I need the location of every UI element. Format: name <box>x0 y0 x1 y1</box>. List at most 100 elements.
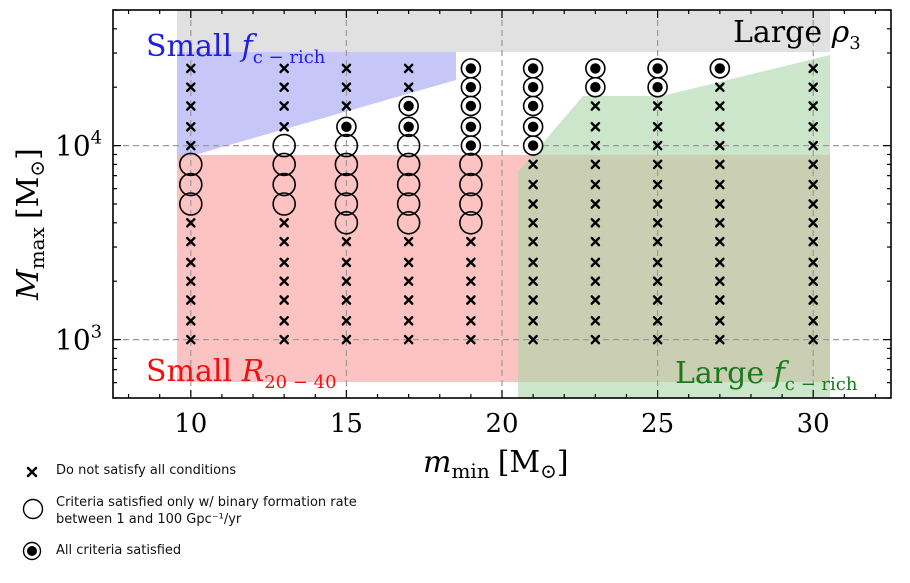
data-point-filled-circle <box>398 116 419 138</box>
data-point-cross <box>528 257 538 268</box>
data-point-cross <box>715 179 725 190</box>
data-point-cross <box>715 276 725 286</box>
data-point-dot <box>465 121 477 132</box>
data-point-cross <box>186 257 196 268</box>
shaded-regions <box>177 10 830 398</box>
data-point-cross <box>279 122 289 132</box>
legend-label-filled: All criteria satisfied <box>56 543 182 558</box>
data-point-cross <box>279 101 289 111</box>
data-point-cross <box>808 122 818 132</box>
data-point-cross <box>341 334 352 345</box>
ticks <box>113 9 891 399</box>
data-point-open-circle <box>396 211 421 235</box>
data-point-filled-circle <box>647 58 668 79</box>
data-point-dot <box>652 63 663 74</box>
data-point-filled-circle <box>398 95 419 117</box>
data-point-cross <box>528 295 538 305</box>
data-point-filled-circle <box>460 76 482 98</box>
data-point-cross <box>590 218 601 228</box>
data-point-dot <box>527 140 539 151</box>
data-point-filled-circle <box>585 76 606 98</box>
data-point-dot <box>403 100 414 112</box>
data-point-open-circle <box>334 133 359 158</box>
x-axis-label: mmin [M⊙] <box>423 445 569 483</box>
data-point-open-circle <box>459 211 483 235</box>
data-point-cross <box>715 218 725 228</box>
data-point-cross <box>186 101 196 111</box>
data-point-cross <box>652 276 663 286</box>
data-point-cross <box>715 101 725 111</box>
data-point-cross <box>715 159 725 170</box>
data-point-open-circle <box>272 192 296 216</box>
data-point-cross <box>808 101 818 111</box>
data-point-cross <box>808 82 818 93</box>
data-point-cross <box>590 334 601 345</box>
data-point-cross <box>715 295 725 305</box>
data-point-open-circle <box>459 172 483 197</box>
data-point-cross <box>715 236 725 247</box>
data-point-filled-circle <box>709 58 731 79</box>
y-tick-label: 103 <box>55 322 102 357</box>
data-point-cross <box>466 236 476 247</box>
y-axis-label: Mmax[M⊙] <box>11 148 49 301</box>
data-point-cross <box>279 295 289 305</box>
data-point-open-circle <box>179 152 203 177</box>
data-point-open-circle <box>272 133 296 158</box>
label-large-fc-rich: Large fc − rich <box>675 356 858 395</box>
region-large-fc-rich <box>518 55 830 398</box>
data-point-cross <box>528 179 538 190</box>
data-point-filled-circle <box>522 95 544 117</box>
data-point-dot <box>465 140 477 151</box>
data-point-cross <box>808 295 818 305</box>
data-point-cross <box>652 295 663 305</box>
data-point-dot <box>590 82 601 93</box>
data-point-cross <box>528 276 538 286</box>
data-point-cross <box>808 257 818 268</box>
data-point-dot <box>465 82 477 93</box>
data-point-cross <box>279 334 289 345</box>
x-tick-label: 25 <box>641 409 674 439</box>
x-tick-label: 30 <box>797 409 830 439</box>
data-point-cross <box>186 316 196 326</box>
tick-labels: 10 15 20 25 30 103 104 <box>55 128 830 439</box>
data-point-dot <box>652 82 663 93</box>
data-point-cross <box>808 236 818 247</box>
data-point-open-circle <box>179 172 203 197</box>
data-point-cross <box>403 82 414 93</box>
data-point-open-circle <box>272 152 296 177</box>
data-point-cross <box>808 218 818 228</box>
data-point-open-circle <box>334 211 359 235</box>
data-point-cross <box>341 276 352 286</box>
data-point-open-circle <box>334 192 359 216</box>
data-point-cross <box>808 334 818 345</box>
data-point-cross <box>590 101 601 111</box>
data-point-cross <box>341 82 352 93</box>
data-point-cross <box>403 236 414 247</box>
data-point-cross <box>528 236 538 247</box>
data-point-cross <box>186 334 196 345</box>
data-point-cross <box>652 218 663 228</box>
data-point-cross <box>279 316 289 326</box>
data-point-cross <box>403 276 414 286</box>
data-point-open-circle <box>396 192 421 216</box>
data-point-open-circle <box>334 152 359 177</box>
data-point-cross <box>715 140 725 151</box>
data-point-cross <box>341 316 352 326</box>
data-point-cross <box>652 159 663 170</box>
x-tick-label: 20 <box>485 409 518 439</box>
data-point-cross <box>466 276 476 286</box>
data-point-cross <box>341 101 352 111</box>
data-point-dot <box>403 121 414 132</box>
data-point-filled-circle <box>460 135 482 156</box>
data-point-cross <box>279 218 289 228</box>
data-point-cross <box>466 334 476 345</box>
data-point-cross <box>652 236 663 247</box>
data-point-cross <box>466 295 476 305</box>
data-point-cross <box>652 140 663 151</box>
data-point-open-circle <box>179 192 203 216</box>
data-point-dot <box>527 100 539 112</box>
data-point-cross <box>715 122 725 132</box>
data-point-filled-circle <box>522 135 544 156</box>
data-point-cross <box>652 179 663 190</box>
